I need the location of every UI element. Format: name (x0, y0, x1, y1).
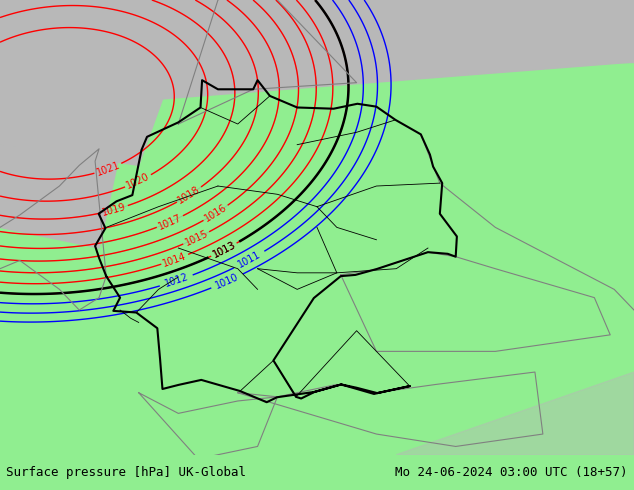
Text: 1017: 1017 (157, 212, 183, 231)
Text: 1011: 1011 (236, 249, 262, 270)
Polygon shape (0, 145, 119, 248)
Text: 1014: 1014 (162, 250, 188, 269)
Polygon shape (515, 0, 634, 62)
Text: 1012: 1012 (163, 272, 190, 290)
Text: 1013: 1013 (211, 240, 237, 260)
Text: 1016: 1016 (203, 202, 229, 224)
Polygon shape (396, 372, 634, 455)
Polygon shape (0, 0, 198, 165)
Text: 1015: 1015 (183, 228, 210, 248)
Text: Surface pressure [hPa] UK-Global: Surface pressure [hPa] UK-Global (6, 466, 247, 479)
Text: 1019: 1019 (101, 201, 127, 218)
Text: 1021: 1021 (94, 160, 121, 178)
Text: Mo 24-06-2024 03:00 UTC (18+57): Mo 24-06-2024 03:00 UTC (18+57) (395, 466, 628, 479)
Text: 1018: 1018 (176, 184, 202, 206)
Text: 1020: 1020 (125, 172, 152, 191)
Text: 1010: 1010 (214, 272, 240, 291)
Polygon shape (0, 0, 634, 112)
Text: 1013: 1013 (211, 240, 237, 260)
